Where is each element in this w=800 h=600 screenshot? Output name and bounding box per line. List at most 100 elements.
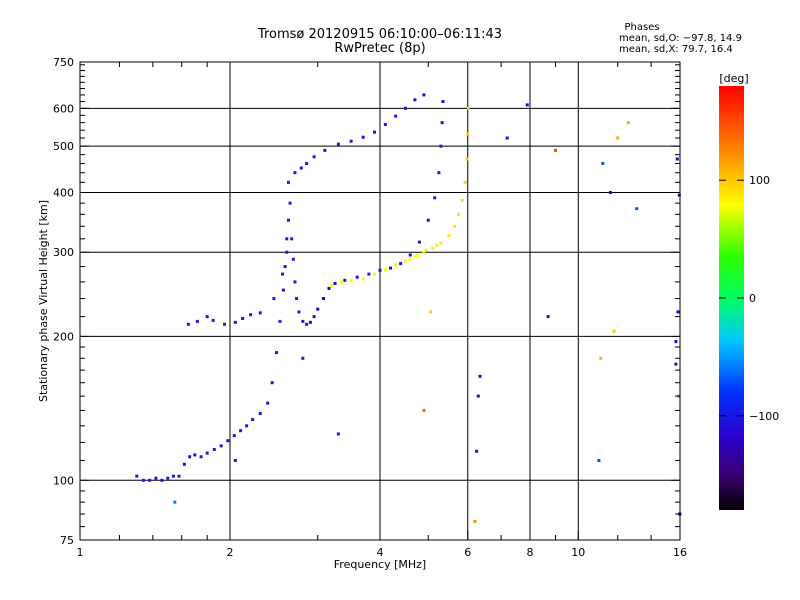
data-point (340, 280, 344, 284)
data-point (403, 259, 407, 263)
data-point (616, 136, 620, 140)
data-point (383, 268, 387, 272)
data-point (413, 98, 417, 102)
data-point (233, 458, 237, 462)
data-point (270, 381, 274, 385)
data-point (305, 161, 309, 165)
data-point (188, 455, 192, 459)
data-point (275, 351, 279, 355)
data-point (463, 180, 467, 184)
data-point (361, 135, 365, 139)
data-point (601, 161, 605, 165)
data-point (205, 315, 209, 319)
data-point (135, 474, 139, 478)
data-point (403, 106, 407, 110)
data-point (465, 157, 469, 161)
data-point (223, 322, 227, 326)
data-point (333, 282, 337, 286)
data-point (258, 311, 262, 315)
data-point (378, 268, 382, 272)
data-point (285, 237, 289, 241)
data-point (288, 201, 292, 205)
data-point (476, 394, 480, 398)
colorbar-tick-label: 100 (749, 174, 770, 187)
data-point (428, 310, 432, 314)
data-point (466, 132, 470, 136)
data-point (475, 449, 479, 453)
data-point (293, 280, 297, 284)
data-point (193, 453, 197, 457)
data-point (321, 297, 325, 301)
data-point (676, 310, 680, 314)
data-point (205, 451, 209, 455)
data-point (285, 250, 289, 254)
data-point (361, 277, 365, 281)
phases-heading: Phases (624, 22, 660, 33)
data-point (612, 329, 616, 333)
y-tick-label: 750 (53, 56, 74, 69)
data-point (312, 155, 316, 159)
data-point (457, 212, 461, 216)
data-point (399, 262, 403, 266)
data-point (251, 418, 255, 422)
data-point (173, 500, 177, 504)
chart-subtitle: RwPretec (8p) (334, 41, 426, 56)
data-point (675, 157, 679, 161)
y-tick-label: 75 (60, 534, 74, 547)
data-point (295, 297, 299, 301)
x-tick-label: 8 (527, 546, 534, 559)
data-point (286, 180, 290, 184)
data-point (186, 322, 190, 326)
data-point (473, 519, 477, 523)
data-point (211, 318, 215, 322)
data-point (608, 190, 612, 194)
data-point (249, 313, 253, 317)
y-tick-label: 500 (53, 140, 74, 153)
data-point (291, 257, 295, 261)
data-point (422, 250, 426, 254)
data-point (413, 254, 417, 258)
data-point (241, 316, 245, 320)
data-point (330, 284, 334, 288)
data-point (439, 144, 443, 148)
data-point (316, 307, 320, 311)
data-point (327, 286, 331, 290)
data-point (281, 272, 285, 276)
data-point (599, 356, 603, 360)
data-point (394, 114, 398, 118)
data-point (286, 218, 290, 222)
x-tick-label: 16 (673, 546, 687, 559)
data-point (323, 148, 327, 152)
data-point (597, 458, 601, 462)
data-point (336, 432, 340, 436)
data-point (553, 148, 557, 152)
data-point (177, 474, 181, 478)
data-point (674, 362, 678, 366)
data-point (435, 243, 439, 247)
chart-title: Tromsø 20120915 06:10:00–06:11:43 (257, 27, 503, 42)
data-point (239, 429, 243, 433)
data-point (349, 278, 353, 282)
data-point (154, 476, 158, 480)
data-point (415, 254, 419, 258)
data-point (394, 263, 398, 267)
data-point (283, 265, 287, 269)
data-point (440, 121, 444, 125)
y-axis: 75 100 200 300 400 500 600 750 (53, 56, 680, 547)
data-point (278, 319, 282, 323)
colorbar-ticks: 100 0 −100 (719, 174, 779, 423)
data-point (447, 234, 451, 238)
o-mode-stats: mean, sd,O: −97.8, 14.9 (619, 33, 742, 44)
data-point (336, 142, 340, 146)
x-tick-label: 6 (464, 546, 471, 559)
data-point (166, 476, 170, 480)
data-point (195, 319, 199, 323)
y-tick-label: 400 (53, 186, 74, 199)
data-point (367, 272, 371, 276)
data-point (389, 266, 393, 270)
x-tick-label: 4 (377, 546, 384, 559)
data-point (408, 257, 412, 261)
data-point (199, 455, 203, 459)
data-point (453, 224, 457, 228)
